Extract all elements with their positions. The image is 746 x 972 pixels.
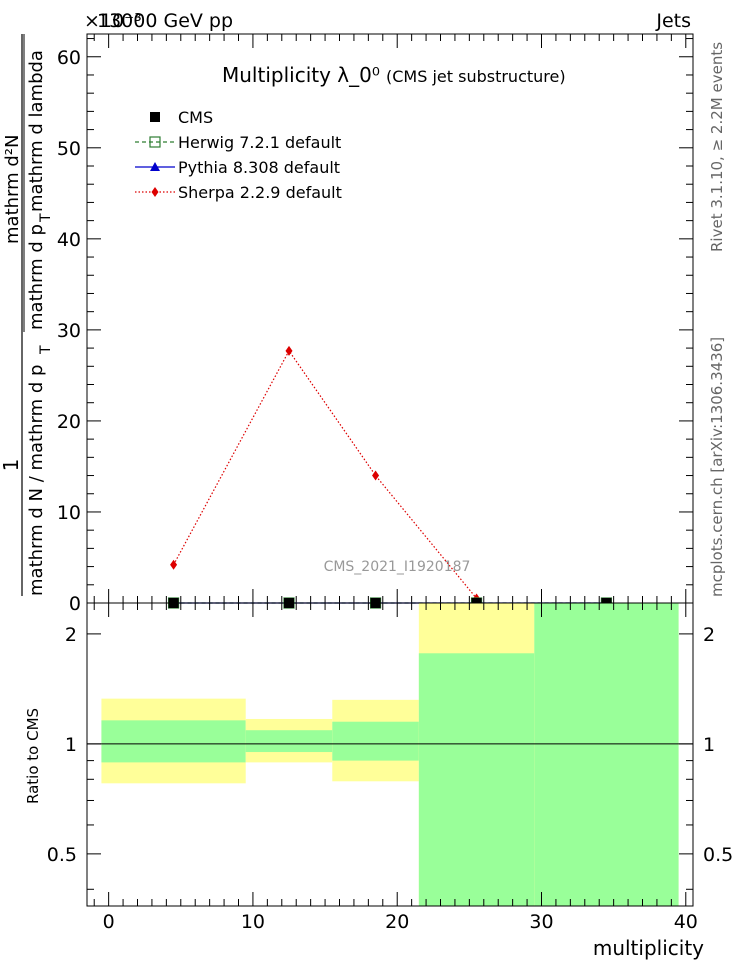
stat-uncertainty-band: [101, 720, 246, 763]
main-y-ticks: 0 10 20 30 40 50 60: [57, 38, 693, 615]
legend: CMS Herwig 7.2.1 default Pythia 8.308 defa…: [135, 108, 342, 202]
exponent-label: ×10⁻³: [84, 10, 142, 32]
main-x-ticks: [93, 34, 687, 603]
legend-label: CMS: [178, 108, 213, 127]
watermark: CMS_2021_I1920187: [324, 559, 471, 575]
y-tick-label: 20: [57, 411, 81, 433]
y-label-fraction-den-sub: T: [38, 213, 54, 223]
process-label: 13000 GeV pp: [97, 10, 233, 32]
y-tick-label: 10: [57, 502, 81, 524]
rivet-label: Rivet 3.1.10, ≥ 2.2M events: [708, 42, 726, 252]
legend-label: Sherpa 2.2.9 default: [178, 183, 342, 202]
legend-marker: [150, 162, 160, 171]
y-label-fraction-den-a: mathrm d p: [26, 224, 47, 330]
stat-uncertainty-band: [418, 653, 535, 906]
ratio-y-tick-label: 1: [65, 734, 77, 756]
y-tick-label: 40: [57, 229, 81, 251]
ratio-y-tick-label: 2: [65, 624, 77, 646]
y-tick-label: 30: [57, 320, 81, 342]
data-point: [170, 559, 178, 570]
y-label-denominator-sub: T: [38, 345, 54, 355]
y-axis-label: 1 mathrm d N / mathrm d p T mathrm d²N m…: [0, 34, 54, 596]
ratio-y-axis-label: Ratio to CMS: [24, 708, 42, 804]
y-tick-label: 50: [57, 138, 81, 160]
data-point: [285, 345, 293, 356]
legend-marker: [151, 187, 159, 197]
ratio-panel: 0.5 0.5 1 1 2 2 0 10 20 30 40 Ratio to CMS multip…: [24, 602, 733, 960]
y-label-fraction-num: mathrm d²N: [2, 135, 23, 244]
plot-subtitle: (CMS jet substructure): [386, 67, 566, 86]
data-point: [372, 470, 380, 481]
y-label-fraction-den-b: mathrm d lambda: [26, 50, 47, 212]
main-panel: 0 10 20 30 40 50 60 Multiplicity λ_0⁰ (CMS jet…: [0, 33, 694, 615]
legend-marker: [149, 136, 161, 148]
ratio-y-tick-label-right: 0.5: [703, 844, 733, 866]
stat-uncertainty-band: [332, 721, 419, 761]
ratio-y-tick-label: 0.5: [47, 844, 77, 866]
x-tick-label: 10: [241, 911, 265, 933]
x-tick-label: 20: [385, 911, 409, 933]
x-tick-label: 40: [674, 911, 698, 933]
y-tick-label: 0: [69, 593, 81, 615]
y-label-denominator: mathrm d N / mathrm d p: [26, 365, 47, 596]
stat-uncertainty-band: [534, 603, 679, 906]
ratio-x-ticks: 0 10 20 30 40: [93, 603, 698, 933]
stat-uncertainty-band: [245, 730, 333, 753]
ratio-frame: [86, 602, 694, 907]
legend-label: Herwig 7.2.1 default: [178, 133, 341, 152]
legend-label: Pythia 8.308 default: [178, 158, 340, 177]
mcplots-label: mcplots.cern.ch [arXiv:1306.3436]: [708, 337, 726, 597]
analysis-category: Jets: [655, 10, 691, 32]
ratio-y-tick-label-right: 2: [703, 624, 715, 646]
ratio-bands: [101, 603, 679, 906]
x-tick-label: 0: [103, 911, 115, 933]
plot-title: Multiplicity λ_0⁰: [222, 63, 380, 87]
legend-marker: [150, 112, 160, 122]
series-line: [173, 349, 478, 599]
y-label-numerator: 1: [0, 459, 23, 472]
y-tick-label: 60: [57, 47, 81, 69]
x-tick-label: 30: [529, 911, 553, 933]
x-axis-label: multiplicity: [593, 936, 704, 960]
ratio-y-tick-label-right: 1: [703, 734, 715, 756]
ratio-y-ticks: 0.5 0.5 1 1 2 2: [47, 624, 733, 890]
